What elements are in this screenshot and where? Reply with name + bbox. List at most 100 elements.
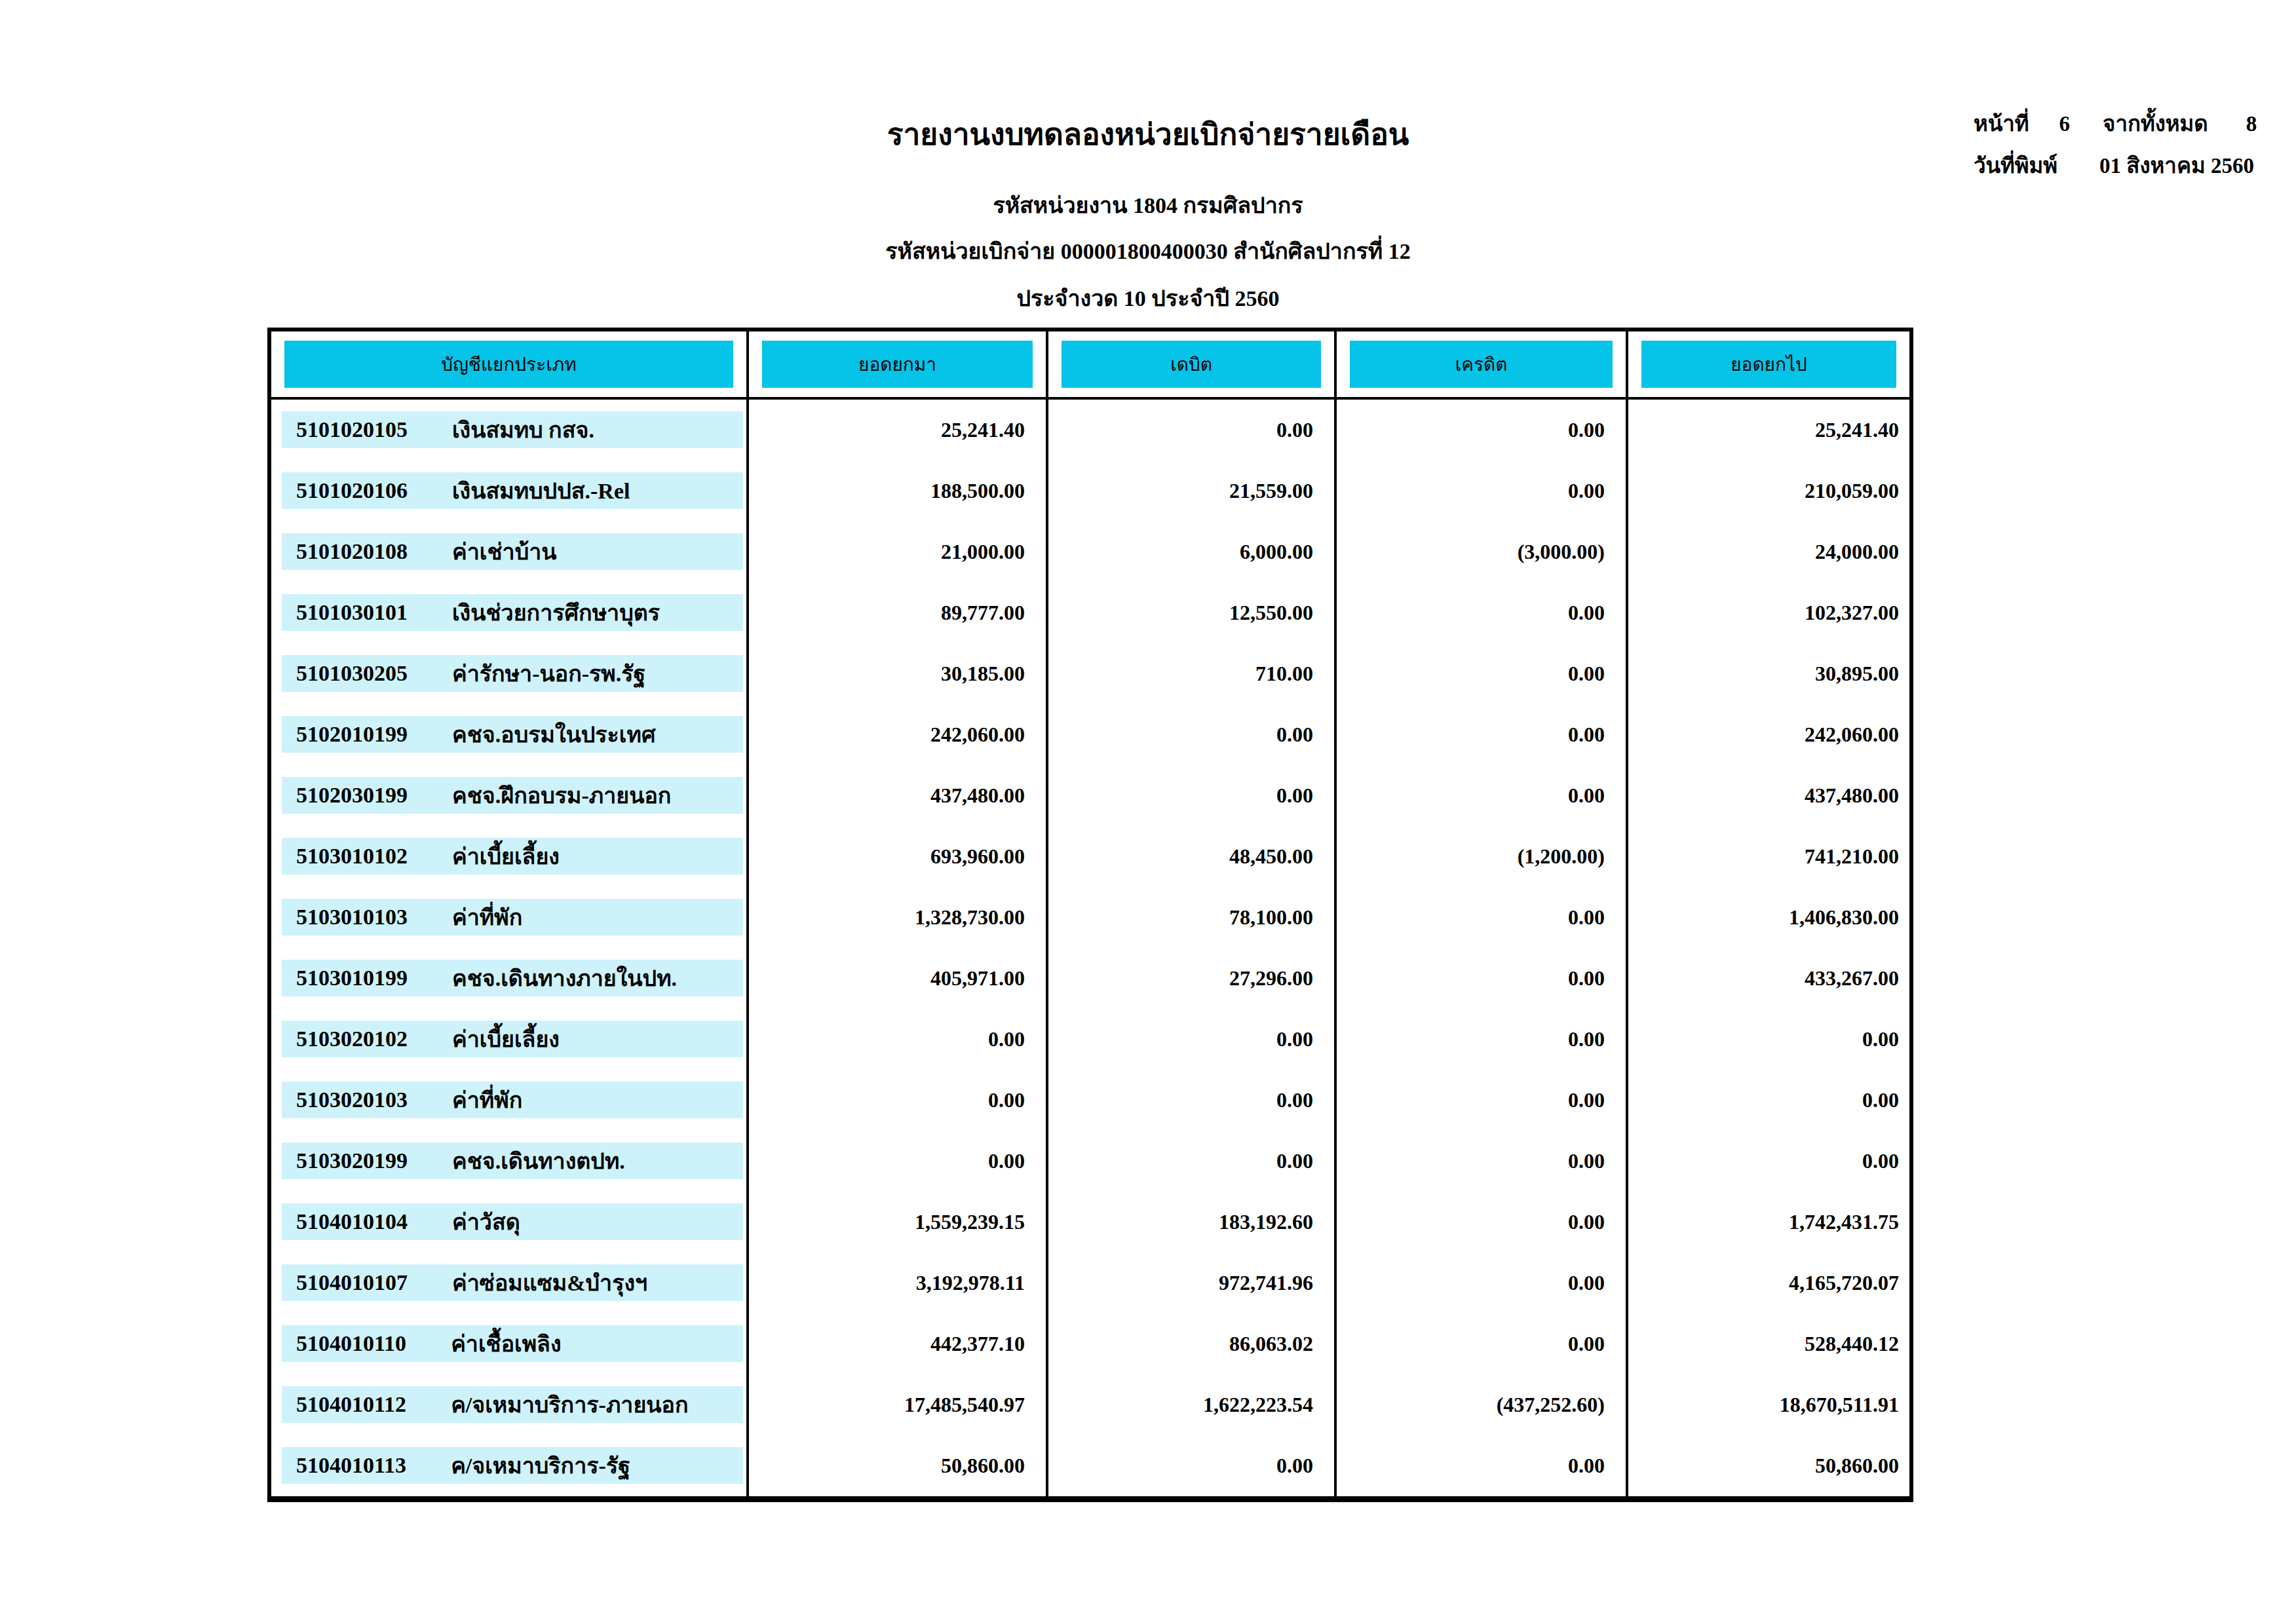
credit-cell: (437,252.60): [1337, 1374, 1628, 1435]
column-header-credit: เครดิต: [1350, 341, 1613, 388]
account-band: 5101020106เงินสมทบปปส.-Rel: [282, 472, 743, 509]
table-row: 5101020108ค่าเช่าบ้าน 21,000.00 6,000.00…: [271, 521, 1909, 582]
brought-forward-cell: 50,860.00: [749, 1435, 1048, 1496]
table-row: 5102010199 คชจ.อบรมในประเทศ 242,060.00 0.…: [271, 704, 1909, 765]
carried-forward-cell: 437,480.00: [1628, 765, 1909, 826]
debit-cell: 48,450.00: [1048, 826, 1337, 887]
debit-cell: 1,622,223.54: [1048, 1374, 1337, 1435]
account-code: 5103010102: [296, 844, 408, 869]
account-band: 5104010104 ค่าวัสดุ: [282, 1203, 743, 1240]
brought-forward-cell: 0.00: [749, 1009, 1048, 1070]
account-code: 5104010107: [296, 1270, 408, 1295]
debit-cell: 0.00: [1048, 765, 1337, 826]
page-label: หน้าที่: [1974, 106, 2029, 141]
account-code: 5101030101: [296, 600, 408, 625]
table-row: 5101030205ค่ารักษา-นอก-รพ.รัฐ 30,185.00 …: [271, 643, 1909, 704]
brought-forward-cell: 693,960.00: [749, 826, 1048, 887]
account-code: 5102010199: [296, 722, 408, 747]
carried-forward-cell: 741,210.00: [1628, 826, 1909, 887]
period-line: ประจำงวด 10 ประจำปี 2560: [0, 280, 2296, 316]
credit-cell: (1,200.00): [1337, 826, 1628, 887]
brought-forward-cell: 1,328,730.00: [749, 887, 1048, 948]
brought-forward-cell: 442,377.10: [749, 1313, 1048, 1374]
account-band: 5103010199คชจ.เดินทางภายในปท.: [282, 960, 743, 996]
account-code: 5102030199: [296, 783, 408, 808]
account-name: เงินช่วยการศึกษาบุตร: [452, 595, 660, 630]
account-band: 5103020103ค่าที่พัก: [282, 1082, 743, 1118]
carried-forward-cell: 433,267.00: [1628, 948, 1909, 1009]
account-name: คชจ.เดินทางตปท.: [452, 1143, 625, 1179]
credit-cell: 0.00: [1337, 704, 1628, 765]
page-number-line: หน้าที่ 6 จากทั้งหมด 8: [1974, 106, 2257, 141]
account-band: 5101030205ค่ารักษา-นอก-รพ.รัฐ: [282, 655, 743, 692]
credit-cell: 0.00: [1337, 765, 1628, 826]
account-name: ค่าเบี้ยเลี้ยง: [452, 1021, 560, 1057]
table-row: 5102030199คชจ.ฝึกอบรม-ภายนอก 437,480.00 …: [271, 765, 1909, 826]
account-code: 5104010104: [296, 1209, 408, 1234]
account-band: 5103020102 ค่าเบี้ยเลี้ยง: [282, 1021, 743, 1057]
account-name: ค่าวัสดุ: [452, 1204, 520, 1239]
account-code: 5101020106: [296, 478, 408, 503]
credit-cell: 0.00: [1337, 643, 1628, 704]
account-band: 5103020199 คชจ.เดินทางตปท.: [282, 1142, 743, 1179]
account-code: 5101020108: [296, 539, 408, 564]
credit-cell: 0.00: [1337, 1253, 1628, 1313]
account-code: 5103020199: [296, 1148, 408, 1173]
account-code: 5103020103: [296, 1087, 408, 1112]
account-code: 5103020102: [296, 1027, 408, 1051]
account-name: ค่าเชื้อเพลิง: [451, 1326, 561, 1361]
credit-cell: (3,000.00): [1337, 521, 1628, 582]
carried-forward-cell: 30,895.00: [1628, 643, 1909, 704]
table-row: 5101030101 เงินช่วยการศึกษาบุตร 89,777.00…: [271, 582, 1909, 643]
brought-forward-cell: 89,777.00: [749, 582, 1048, 643]
account-name: ค่าซ่อมแซม&บำรุงฯ: [452, 1265, 647, 1300]
account-band: 5103010103ค่าที่พัก: [282, 899, 743, 935]
account-name: คชจ.อบรมในประเทศ: [452, 717, 655, 752]
account-band: 5104010112ค/จเหมาบริการ-ภายนอก: [282, 1386, 743, 1423]
account-band: 5103010102 ค่าเบี้ยเลี้ยง: [282, 838, 743, 875]
account-band: 5101030101 เงินช่วยการศึกษาบุตร: [282, 594, 743, 631]
carried-forward-cell: 25,241.40: [1628, 400, 1909, 461]
table-row: 5103010102 ค่าเบี้ยเลี้ยง 693,960.00 48,4…: [271, 826, 1909, 887]
carried-forward-cell: 102,327.00: [1628, 582, 1909, 643]
carried-forward-cell: 24,000.00: [1628, 521, 1909, 582]
account-band: 5101020108 ค่าเช่าบ้าน: [282, 533, 743, 570]
account-code: 5101020105: [296, 417, 408, 442]
column-header-account: บัญชีแยกประเภท: [284, 341, 733, 388]
table-row: 5101020106เงินสมทบปปส.-Rel 188,500.00 21…: [271, 461, 1909, 521]
debit-cell: 6,000.00: [1048, 521, 1337, 582]
debit-cell: 12,550.00: [1048, 582, 1337, 643]
debit-cell: 0.00: [1048, 1070, 1337, 1131]
debit-cell: 183,192.60: [1048, 1192, 1337, 1253]
table-row: 5103010199คชจ.เดินทางภายในปท. 405,971.00…: [271, 948, 1909, 1009]
carried-forward-cell: 0.00: [1628, 1009, 1909, 1070]
unit-code-line: รหัสหน่วยเบิกจ่าย 000001800400030 สำนักศ…: [0, 233, 2296, 269]
account-name: ค่าที่พัก: [452, 899, 522, 935]
credit-cell: 0.00: [1337, 1313, 1628, 1374]
account-code: 5101030205: [296, 661, 408, 686]
debit-cell: 0.00: [1048, 1009, 1337, 1070]
carried-forward-cell: 210,059.00: [1628, 461, 1909, 521]
table-row: 5101020105เงินสมทบ กสจ. 25,241.40 0.00 0…: [271, 400, 1909, 461]
carried-forward-cell: 242,060.00: [1628, 704, 1909, 765]
table-row: 5104010113ค/จเหมาบริการ-รัฐ 50,860.00 0.…: [271, 1435, 1909, 1496]
debit-cell: 0.00: [1048, 400, 1337, 461]
total-pages: 8: [2246, 112, 2257, 136]
account-name: ค่าเช่าบ้าน: [452, 534, 557, 569]
account-name: ค่าเบี้ยเลี้ยง: [452, 839, 560, 874]
debit-cell: 27,296.00: [1048, 948, 1337, 1009]
account-code: 5103010199: [296, 966, 408, 991]
print-date-label: วันที่พิมพ์: [1974, 148, 2057, 183]
credit-cell: 0.00: [1337, 1435, 1628, 1496]
debit-cell: 0.00: [1048, 704, 1337, 765]
table-row: 5103020103ค่าที่พัก 0.00 0.00 0.00 0.00: [271, 1070, 1909, 1131]
carried-forward-cell: 18,670,511.91: [1628, 1374, 1909, 1435]
brought-forward-cell: 0.00: [749, 1131, 1048, 1192]
debit-cell: 0.00: [1048, 1435, 1337, 1496]
account-name: ค/จเหมาบริการ-รัฐ: [451, 1448, 630, 1483]
brought-forward-cell: 188,500.00: [749, 461, 1048, 521]
of-total-label: จากทั้งหมด: [2103, 106, 2208, 141]
brought-forward-cell: 25,241.40: [749, 400, 1048, 461]
account-band: 5104010110ค่าเชื้อเพลิง: [282, 1325, 743, 1362]
brought-forward-cell: 17,485,540.97: [749, 1374, 1048, 1435]
